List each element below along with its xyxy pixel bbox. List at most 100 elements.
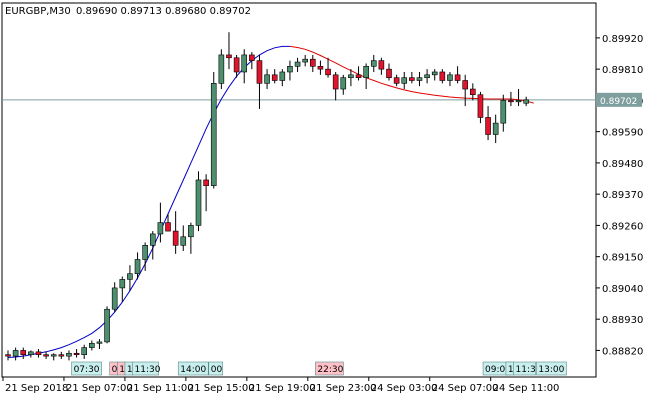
- x-tick-label: 24 Sep 11:00: [493, 383, 560, 394]
- candle-body: [294, 61, 301, 67]
- candle-body: [317, 66, 324, 70]
- current-price-tag-bg: [596, 92, 642, 107]
- x-tick-label: 21 Sep 2018: [5, 383, 68, 394]
- candle: [340, 74, 347, 95]
- candle: [172, 211, 179, 254]
- candle: [249, 52, 255, 70]
- time-tag-label: 07:30: [74, 365, 100, 375]
- candle: [500, 94, 507, 132]
- candle: [294, 57, 301, 72]
- candle: [508, 91, 514, 107]
- candle-body: [66, 352, 72, 357]
- y-axis: 0.899200.898100.897000.895900.894800.893…: [596, 34, 643, 357]
- candle: [233, 54, 240, 78]
- candle: [416, 71, 423, 87]
- candle-body: [401, 77, 408, 84]
- time-tag: 1: [124, 361, 134, 376]
- candle: [462, 74, 469, 107]
- x-tick-label: 21 Sep 11:00: [127, 383, 194, 394]
- candle: [218, 49, 225, 90]
- candle-body: [325, 68, 331, 76]
- trend-curve-rising: [7, 45, 290, 358]
- candle-body: [210, 83, 217, 186]
- candle-body: [378, 60, 385, 70]
- candle-body: [355, 74, 362, 78]
- candle-body: [302, 58, 308, 63]
- candle: [241, 49, 248, 84]
- candle: [96, 339, 103, 350]
- candle-body: [157, 222, 164, 235]
- candle: [149, 231, 156, 260]
- x-tick-label: 24 Sep 03:00: [371, 383, 438, 394]
- time-tag: 07:30: [71, 361, 102, 376]
- candle: [485, 106, 491, 141]
- chart-symbol-label: EURGBP,M30: [5, 6, 71, 17]
- candle: [58, 351, 65, 359]
- candle: [409, 71, 415, 84]
- candle-body: [134, 259, 141, 275]
- candle-body: [188, 225, 194, 238]
- candle: [203, 174, 209, 212]
- candle-body: [241, 54, 248, 73]
- time-tag: 11:30: [132, 361, 161, 376]
- candle: [264, 69, 270, 90]
- candle-body: [416, 77, 423, 81]
- candle: [439, 69, 446, 84]
- time-tag-bg: [177, 361, 209, 376]
- y-tick-label: 0.89480: [602, 159, 643, 170]
- plot-frame: [1, 2, 597, 378]
- candle-body: [119, 279, 126, 289]
- y-tick-label: 0.89260: [602, 221, 643, 232]
- time-tag: 14:00: [177, 361, 209, 376]
- candle: [348, 69, 354, 87]
- candle: [43, 351, 49, 359]
- candle-body: [447, 74, 453, 81]
- candle-body: [332, 74, 339, 90]
- candle-body: [462, 80, 469, 90]
- candle-body: [439, 71, 446, 81]
- candle: [104, 306, 110, 344]
- time-tag-label: 1: [127, 365, 133, 375]
- trend-curve-falling: [289, 45, 534, 104]
- candle-body: [348, 74, 354, 78]
- time-tag: 00: [208, 361, 224, 376]
- candle: [195, 171, 202, 232]
- time-tag-label: 11:30: [135, 365, 161, 375]
- candle-body: [5, 354, 11, 357]
- x-tick-label: 21 Sep 15:00: [188, 383, 255, 394]
- candle-body: [20, 350, 27, 355]
- time-tag: 11:30: [513, 361, 542, 376]
- candle: [325, 57, 331, 78]
- candle: [73, 349, 80, 358]
- y-tick-label: 0.89150: [602, 253, 643, 264]
- candle-body: [393, 77, 400, 84]
- candle: [454, 66, 461, 84]
- candle: [302, 54, 308, 67]
- candle-body: [523, 99, 529, 104]
- time-tag-label: 14:00: [180, 365, 206, 375]
- time-tag-bg: [71, 361, 102, 376]
- candle-body: [370, 60, 377, 67]
- candle: [256, 54, 263, 109]
- candle-body: [340, 77, 347, 90]
- chart-ohlc-label: 0.89690 0.89713 0.89680 0.89702: [76, 6, 251, 17]
- candle: [35, 349, 42, 358]
- candle: [89, 340, 95, 351]
- candle: [210, 71, 217, 189]
- time-tag-bg: [513, 361, 536, 376]
- candle: [127, 265, 133, 291]
- candle-body: [149, 233, 156, 246]
- candle-body: [431, 71, 438, 76]
- trend-curve: [7, 45, 534, 358]
- candle: [355, 66, 362, 81]
- candle-body: [58, 354, 65, 357]
- time-tag-label: 0: [112, 365, 118, 375]
- candle: [401, 71, 408, 90]
- candle-body: [386, 68, 392, 78]
- candle-body: [287, 66, 293, 73]
- candle-body: [81, 347, 87, 355]
- y-tick-label: 0.88930: [602, 315, 643, 326]
- candle-body: [165, 222, 171, 232]
